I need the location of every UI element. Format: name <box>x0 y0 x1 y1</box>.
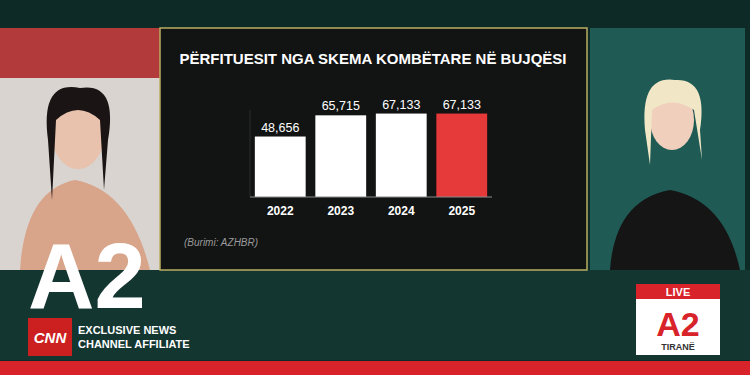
bar <box>255 137 306 197</box>
bars <box>255 114 487 197</box>
chart-panel <box>160 28 587 270</box>
live-text: LIVE <box>666 286 690 298</box>
x-tick-label: 2023 <box>327 204 354 218</box>
x-tick-label: 2024 <box>388 204 415 218</box>
right-panel <box>590 28 745 270</box>
live-logo: A2 <box>656 305 699 343</box>
affiliate-text: CHANNEL AFFILIATE <box>78 338 190 350</box>
right-person-hair <box>644 80 702 165</box>
background <box>0 0 750 375</box>
chart-title: PËRFITUESIT NGA SKEMA KOMBËTARE NË BUJQË… <box>180 50 567 67</box>
cnn-box <box>28 318 72 356</box>
channel-logo: A2 <box>28 225 146 327</box>
data-label: 67,133 <box>443 98 481 112</box>
bar <box>376 114 427 197</box>
bar <box>436 114 487 197</box>
baseline <box>250 196 492 197</box>
data-label: 67,133 <box>382 98 420 112</box>
source: (Burimi: AZHBR) <box>184 237 258 248</box>
live-logo-box <box>636 299 720 355</box>
bar <box>315 115 366 197</box>
stage: PËRFITUESIT NGA SKEMA KOMBËTARE NË BUJQË… <box>0 0 750 375</box>
y-axis-line <box>250 110 251 197</box>
city-text: TIRANË <box>661 342 695 352</box>
data-label: 65,715 <box>322 99 360 113</box>
x-tick-label: 2025 <box>448 204 475 218</box>
x-tick-label: 2022 <box>267 204 294 218</box>
cnn-text: CNN <box>34 329 68 346</box>
affiliate-text: EXCLUSIVE NEWS <box>78 324 176 336</box>
left-person-hair <box>47 87 110 200</box>
bottom-strip <box>0 361 750 375</box>
right-person-body <box>610 190 740 270</box>
data-label: 48,656 <box>261 121 299 135</box>
left-panel-wall <box>0 28 160 78</box>
live-box <box>636 284 720 299</box>
